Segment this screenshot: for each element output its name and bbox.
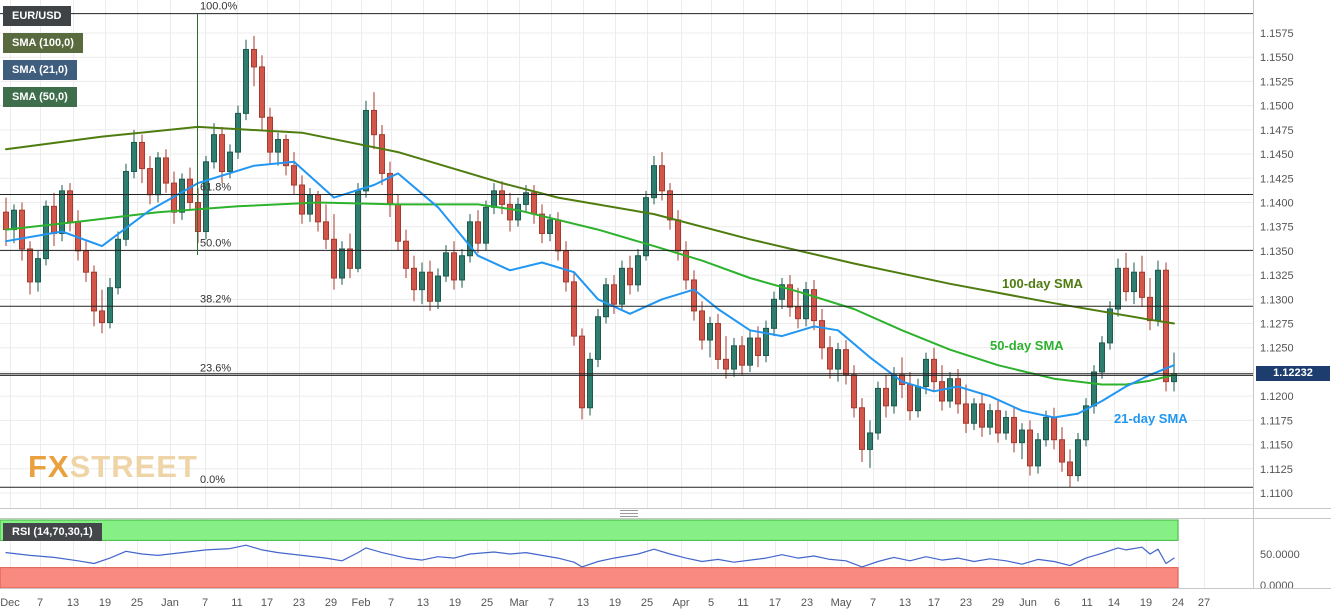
svg-text:17: 17: [261, 597, 273, 609]
svg-text:19: 19: [99, 597, 111, 609]
svg-text:29: 29: [325, 597, 337, 609]
svg-text:1.1575: 1.1575: [1260, 28, 1294, 40]
svg-text:7: 7: [548, 597, 554, 609]
svg-text:1.1400: 1.1400: [1260, 197, 1294, 209]
price-axis-labels: 1.1575 1.1550 1.1525 1.1500 1.1475 1.1450 1.14…: [1260, 28, 1300, 592]
100-day-sma-annotation: 100-day SMA: [1002, 276, 1083, 291]
svg-text:Mar: Mar: [510, 597, 529, 609]
svg-text:11: 11: [1081, 597, 1092, 609]
sma-21-line: [5, 160, 1175, 419]
svg-text:7: 7: [37, 597, 43, 609]
svg-text:19: 19: [449, 597, 461, 609]
svg-text:1.1125: 1.1125: [1260, 464, 1293, 476]
svg-text:1.1200: 1.1200: [1260, 391, 1294, 403]
svg-text:17: 17: [769, 597, 781, 609]
svg-text:1.1550: 1.1550: [1260, 52, 1294, 64]
panel-borders: [0, 0, 1331, 589]
svg-text:Feb: Feb: [352, 597, 371, 609]
svg-text:1.1525: 1.1525: [1260, 76, 1294, 88]
panel-splitter-handle[interactable]: [620, 510, 638, 517]
svg-text:1.1450: 1.1450: [1260, 149, 1294, 161]
candles-group: [3, 35, 1177, 488]
svg-text:1.1275: 1.1275: [1260, 319, 1294, 331]
svg-text:19: 19: [1140, 597, 1152, 609]
fxstreet-watermark: FXSTREET: [28, 449, 198, 485]
svg-text:23.6%: 23.6%: [200, 362, 231, 374]
svg-text:7: 7: [202, 597, 208, 609]
svg-text:11: 11: [231, 597, 242, 609]
svg-text:50.0%: 50.0%: [200, 237, 231, 249]
svg-text:1.1350: 1.1350: [1260, 246, 1294, 258]
rsi-indicator-label[interactable]: RSI (14,70,30,1): [3, 523, 102, 541]
svg-text:25: 25: [131, 597, 143, 609]
fibonacci-levels: 100.0% 61.8% 50.0% 38.2% 23.6% 0.0%: [0, 1, 1253, 488]
svg-text:6: 6: [1054, 597, 1060, 609]
svg-text:1.1375: 1.1375: [1260, 222, 1294, 234]
svg-text:24: 24: [1172, 597, 1184, 609]
svg-text:May: May: [831, 597, 852, 609]
svg-text:7: 7: [870, 597, 876, 609]
21-day-sma-annotation: 21-day SMA: [1114, 411, 1188, 426]
svg-text:1.1425: 1.1425: [1260, 173, 1294, 185]
svg-text:19: 19: [609, 597, 621, 609]
date-axis-labels: Dec 7 13 19 25 Jan 7 11 17 23 29 Feb 7 13 19 25 Mar 7 13 19…: [0, 597, 1210, 609]
legend-sma21[interactable]: SMA (21,0): [3, 60, 77, 80]
last-price-badge: 1.12232: [1256, 365, 1330, 381]
sma-50-line: [5, 201, 1175, 386]
svg-text:Jun: Jun: [1019, 597, 1037, 609]
svg-text:0.0%: 0.0%: [200, 474, 225, 486]
legend-sma50[interactable]: SMA (50,0): [3, 87, 77, 107]
50-day-sma-annotation: 50-day SMA: [990, 338, 1064, 353]
svg-text:29: 29: [992, 597, 1004, 609]
svg-text:100.0%: 100.0%: [200, 1, 238, 13]
svg-text:Jan: Jan: [161, 597, 179, 609]
watermark-fx: FX: [28, 449, 70, 484]
svg-text:Apr: Apr: [672, 597, 689, 609]
svg-text:Dec: Dec: [0, 597, 20, 609]
svg-text:61.8%: 61.8%: [200, 182, 231, 194]
rsi-line: [5, 544, 1175, 568]
svg-text:0.0000: 0.0000: [1260, 580, 1294, 592]
svg-text:1.1325: 1.1325: [1260, 270, 1294, 282]
sma-100-line: [5, 125, 1175, 325]
svg-text:1.1475: 1.1475: [1260, 125, 1294, 137]
gridlines: [0, 0, 1253, 588]
svg-text:1.1175: 1.1175: [1260, 415, 1293, 427]
svg-text:23: 23: [960, 597, 972, 609]
rsi-bands: [0, 519, 1179, 589]
svg-text:1.1100: 1.1100: [1260, 488, 1293, 500]
svg-text:25: 25: [481, 597, 493, 609]
svg-text:13: 13: [899, 597, 911, 609]
svg-text:38.2%: 38.2%: [200, 293, 231, 305]
svg-text:17: 17: [928, 597, 940, 609]
legend-sma100[interactable]: SMA (100,0): [3, 33, 83, 53]
svg-text:1.1500: 1.1500: [1260, 101, 1294, 113]
svg-text:7: 7: [388, 597, 394, 609]
svg-text:1.1150: 1.1150: [1260, 440, 1293, 452]
svg-text:13: 13: [67, 597, 79, 609]
svg-text:23: 23: [293, 597, 305, 609]
svg-text:13: 13: [577, 597, 589, 609]
svg-text:25: 25: [641, 597, 653, 609]
legend-eurusd[interactable]: EUR/USD: [3, 6, 71, 26]
svg-text:50.0000: 50.0000: [1260, 549, 1300, 561]
svg-text:13: 13: [417, 597, 429, 609]
svg-text:27: 27: [1198, 597, 1210, 609]
watermark-street: STREET: [69, 449, 198, 484]
svg-text:5: 5: [708, 597, 714, 609]
svg-text:14: 14: [1108, 597, 1120, 609]
svg-text:11: 11: [737, 597, 748, 609]
svg-text:1.1250: 1.1250: [1260, 343, 1294, 355]
svg-text:1.1300: 1.1300: [1260, 294, 1294, 306]
svg-text:23: 23: [801, 597, 813, 609]
